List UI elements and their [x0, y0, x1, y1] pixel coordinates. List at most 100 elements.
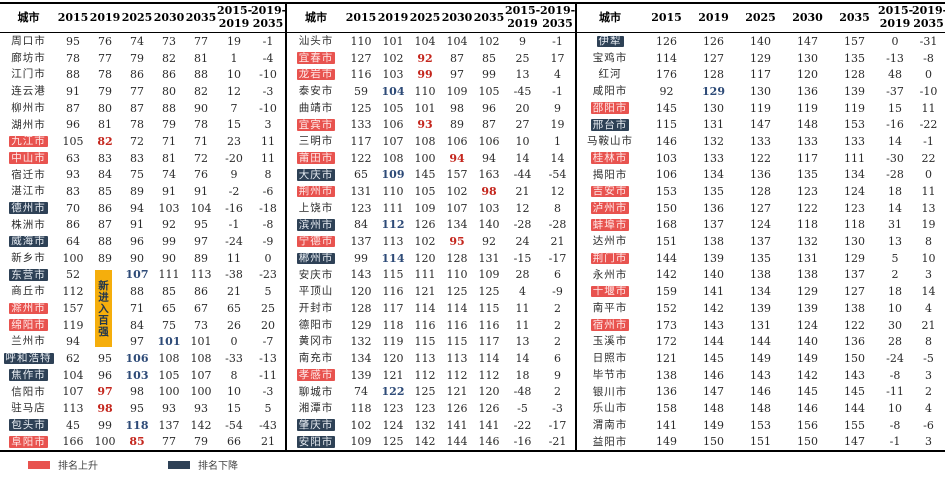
- rank-cell: 84: [98, 168, 112, 182]
- rank-cell: 112: [478, 368, 500, 382]
- city-label: 湖州市: [11, 118, 46, 131]
- city-chip-down: 邢台市: [590, 118, 630, 131]
- rank-cell: 11: [921, 185, 936, 199]
- city-chip-up: 宁德市: [296, 235, 336, 248]
- rank-cell: 137: [158, 418, 180, 432]
- rank-cell: 157: [844, 34, 865, 48]
- rank-cell: 140: [750, 34, 771, 48]
- table-row: 中山市 63 83 83 81 72 -20 11: [0, 150, 285, 167]
- city-label: 汕头市: [298, 35, 334, 48]
- rank-cell: 101: [157, 335, 181, 349]
- city-chip-up: 绵阳市: [9, 318, 48, 331]
- rank-cell: 86: [66, 218, 80, 232]
- rank-cell: 6: [554, 351, 561, 365]
- rank-cell: 84: [354, 218, 368, 232]
- rank-cell: 81: [162, 151, 176, 165]
- rank-cell: -37: [886, 84, 904, 98]
- rank-cell: 142: [797, 368, 818, 382]
- rank-cell: 78: [66, 51, 80, 65]
- rank-cell: 100: [414, 151, 436, 165]
- table-row: 兰州市9494971011010-7: [0, 333, 285, 350]
- rank-cell: -54: [225, 418, 243, 432]
- rank-cell: 91: [66, 84, 80, 98]
- rank-cell: 106: [125, 351, 149, 365]
- city-label: 驻马店: [11, 402, 46, 415]
- table-row: 莆田市 122 108 100 94 94 14 14: [287, 150, 575, 167]
- rank-cell: 98: [130, 385, 144, 399]
- rank-cell: 135: [750, 251, 771, 265]
- city-cell: 十堰市: [577, 283, 643, 300]
- rank-cell: 142: [190, 418, 212, 432]
- rank-cell: -16: [886, 118, 904, 132]
- rank-cell: 127: [844, 285, 865, 299]
- rank-cell: 13: [888, 235, 902, 249]
- rank-cell: 141: [656, 418, 677, 432]
- rank-cell: 12: [227, 84, 241, 98]
- year-column-header: 2030: [784, 4, 831, 33]
- rank-cell: 107: [446, 201, 468, 215]
- city-label: 银川市: [592, 385, 628, 398]
- header-row: 城市 2015 2019 2025 2030 2035 2015- 2019 2019- 20…: [0, 4, 286, 33]
- city-cell: 上饶市: [287, 200, 345, 217]
- rank-cell: 118: [382, 318, 404, 332]
- rank-cell: 127: [703, 51, 724, 65]
- rank-cell: 125: [446, 285, 468, 299]
- rank-cell: 65: [162, 301, 176, 315]
- rank-cell: 4: [554, 68, 561, 82]
- rank-cell: 10: [515, 134, 530, 148]
- rank-cell: 85: [98, 185, 112, 199]
- rank-cell: 103: [656, 151, 677, 165]
- rank-cell: 95: [130, 401, 144, 415]
- rank-cell: 136: [750, 168, 771, 182]
- rank-cell: 141: [478, 418, 500, 432]
- city-cell: 新乡市: [0, 250, 57, 267]
- rank-cell: -1: [552, 84, 563, 98]
- table-row: 宜宾市 133 106 93 89 87 27 19: [287, 116, 575, 133]
- city-label: 南充市: [298, 352, 334, 365]
- year-column-header: 2015: [345, 4, 377, 33]
- rank-cell: 118: [125, 418, 149, 432]
- city-label: 新乡市: [11, 252, 46, 265]
- rank-cell: 123: [350, 201, 372, 215]
- rank-cell: 99: [162, 235, 176, 249]
- rank-cell: 144: [446, 435, 468, 449]
- city-label: 渭南市: [592, 418, 628, 431]
- rank-cell: 3: [925, 368, 932, 382]
- city-chip-down: 滨州市: [296, 218, 336, 231]
- city-cell: 湘潭市: [287, 400, 345, 417]
- table-row: 南平市 152 142 139 139 138 10 4: [577, 300, 945, 317]
- rank-cell: -30: [886, 151, 904, 165]
- city-cell: 滨州市: [287, 217, 345, 234]
- rank-cell: 146: [656, 134, 677, 148]
- rank-cell: 144: [656, 251, 677, 265]
- table-row: 红河 176 128 117 120 128 48 0: [577, 66, 945, 83]
- table-row: 蚌埠市 168 137 124 118 118 31 19: [577, 217, 945, 234]
- rank-cell: 125: [414, 385, 436, 399]
- rank-cell: 121: [414, 285, 436, 299]
- rank-cell: 116: [382, 285, 404, 299]
- rank-cell: 84: [130, 318, 144, 332]
- city-cell: 江门市: [0, 66, 57, 83]
- rank-cell: 136: [797, 84, 818, 98]
- city-chip-up: 宜宾市: [296, 118, 336, 131]
- rank-cell: -17: [548, 251, 567, 265]
- rank-cell: 14: [515, 151, 530, 165]
- rank-cell: 132: [797, 235, 818, 249]
- table-row: 株洲市 86 87 91 92 95 -1 -8: [0, 217, 285, 234]
- rank-cell: 138: [797, 268, 818, 282]
- table-row: 宿迁市 93 84 75 74 76 9 8: [0, 167, 285, 184]
- year-column-header: 2019- 2035: [251, 4, 286, 33]
- rank-cell: 96: [98, 368, 112, 382]
- rank-cell: 114: [414, 301, 436, 315]
- rank-cell: 130: [750, 84, 771, 98]
- rank-cell: 88: [98, 235, 112, 249]
- city-chip-down: 大庆市: [296, 168, 336, 181]
- city-chip-up: 龙岩市: [296, 68, 336, 81]
- rank-cell: 116: [446, 318, 468, 332]
- rank-cell: 137: [750, 235, 771, 249]
- table-row: 宜春市 127 102 92 87 85 25 17: [287, 50, 575, 67]
- rank-cell: 2: [554, 385, 561, 399]
- rank-cell: 126: [478, 401, 500, 415]
- rank-cell: 85: [482, 51, 496, 65]
